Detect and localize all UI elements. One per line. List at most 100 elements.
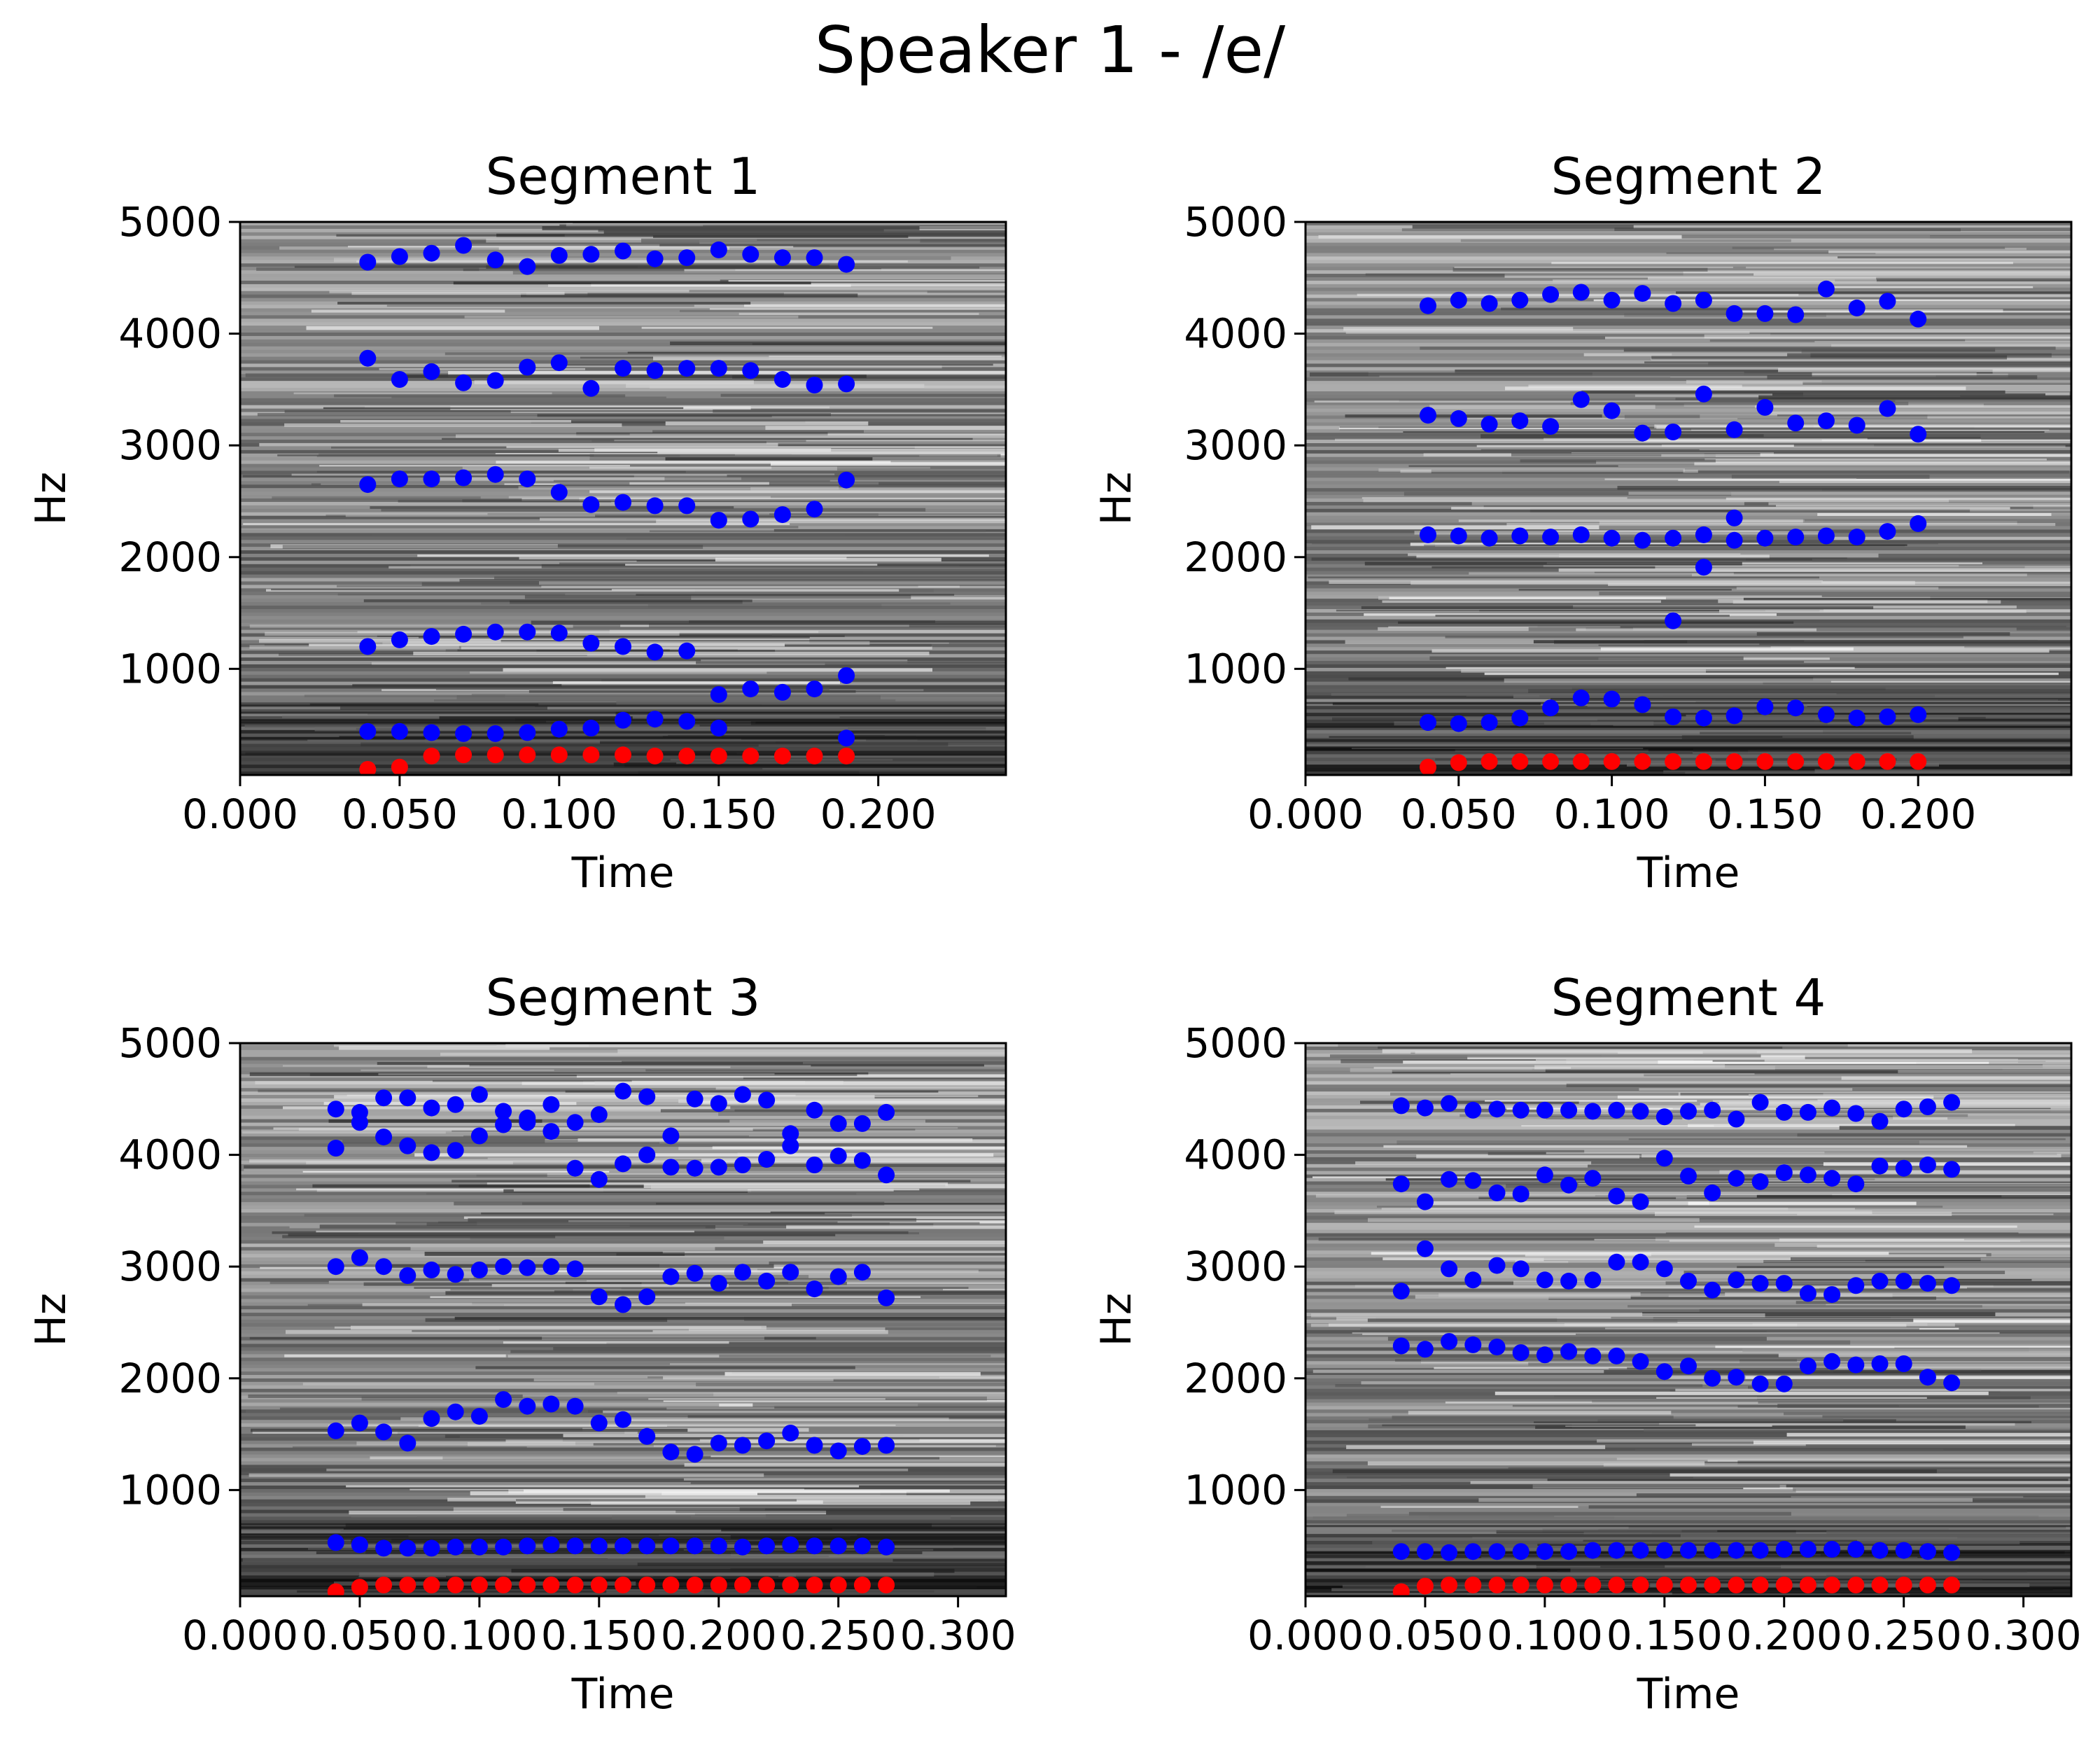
formant-point — [734, 1539, 751, 1556]
formant-point — [1823, 1170, 1840, 1187]
spectrogram-background — [1306, 1043, 2100, 1597]
formant-point — [487, 372, 504, 389]
formant-point — [1943, 1544, 1960, 1561]
x-tick-label: 0.100 — [501, 790, 617, 838]
pitch-point — [1823, 1577, 1840, 1593]
pitch-point — [1879, 753, 1896, 770]
formant-point — [1656, 1150, 1673, 1166]
formant-point — [1910, 426, 1926, 442]
formant-point — [774, 371, 791, 388]
x-tick-label: 0.150 — [661, 790, 777, 838]
formant-point — [1847, 1105, 1864, 1122]
formant-point — [1919, 1098, 1936, 1115]
formant-point — [1695, 292, 1712, 309]
formant-point — [710, 720, 727, 736]
pitch-point — [1756, 753, 1773, 770]
formant-point — [806, 501, 823, 517]
formant-point — [662, 1159, 679, 1175]
formant-point — [678, 360, 695, 377]
pitch-point — [582, 746, 599, 763]
formant-point — [1604, 403, 1620, 419]
formant-point — [375, 1539, 392, 1556]
formant-point — [806, 377, 823, 393]
pitch-point — [1695, 753, 1712, 770]
pitch-point — [1450, 754, 1467, 771]
formant-point — [1420, 407, 1436, 424]
formant-point — [328, 1534, 344, 1551]
formant-point — [1632, 1353, 1649, 1370]
formant-point — [487, 725, 504, 742]
formant-point — [471, 1408, 488, 1425]
pitch-point — [854, 1577, 871, 1593]
pitch-point — [806, 748, 823, 764]
formant-point — [615, 1297, 631, 1313]
formant-point — [1872, 1158, 1889, 1175]
formant-point — [447, 1539, 464, 1556]
pitch-point — [1573, 753, 1590, 770]
formant-point — [582, 496, 599, 513]
x-tick-label: 0.250 — [780, 1612, 897, 1659]
formant-point — [1665, 295, 1681, 312]
subplot-title: Segment 4 — [1551, 968, 1826, 1027]
formant-point — [710, 1095, 727, 1112]
formant-point — [1417, 1341, 1434, 1357]
formant-point — [1726, 532, 1743, 549]
formant-point — [1943, 1094, 1960, 1111]
formant-point — [551, 624, 568, 641]
formant-point — [1787, 529, 1804, 545]
formant-point — [1872, 1542, 1889, 1559]
formant-point — [1879, 523, 1896, 540]
y-tick-label: 2000 — [1184, 1355, 1287, 1402]
formant-point — [1417, 1194, 1434, 1210]
formant-point — [567, 1114, 584, 1131]
pitch-point — [1680, 1577, 1697, 1593]
x-tick-label: 0.250 — [1846, 1612, 1962, 1659]
formant-point — [1536, 1166, 1553, 1183]
pitch-point — [1818, 753, 1835, 770]
spectrogram-background — [240, 1043, 1385, 1597]
formant-point — [591, 1171, 608, 1188]
formant-point — [1634, 425, 1651, 442]
pitch-point — [1847, 1577, 1864, 1593]
formant-point — [519, 258, 536, 275]
formant-point — [1896, 1355, 1912, 1372]
formant-point — [1511, 710, 1528, 727]
y-tick-label: 4000 — [118, 310, 222, 358]
formant-point — [615, 1155, 631, 1172]
formant-point — [519, 1537, 536, 1554]
pitch-point — [838, 748, 855, 764]
formant-point — [687, 1091, 704, 1108]
formant-point — [351, 1104, 368, 1121]
formant-point — [1787, 699, 1804, 716]
formant-point — [1776, 1104, 1793, 1121]
formant-point — [1573, 284, 1590, 301]
formant-point — [1393, 1097, 1410, 1114]
formant-point — [1695, 710, 1712, 727]
pitch-point — [1584, 1577, 1601, 1593]
formant-point — [1896, 1273, 1912, 1290]
formant-point — [1441, 1171, 1457, 1188]
formant-point — [487, 251, 504, 268]
formant-point — [1393, 1283, 1410, 1299]
formant-point — [806, 680, 823, 697]
formant-point — [519, 1398, 536, 1415]
formant-point — [424, 724, 440, 741]
formant-point — [854, 1115, 871, 1132]
pitch-point — [1481, 753, 1498, 770]
formant-point — [1818, 528, 1835, 545]
y-tick-label: 2000 — [118, 1355, 222, 1402]
formant-point — [1756, 399, 1773, 416]
formant-point — [615, 638, 631, 655]
pitch-point — [806, 1577, 823, 1593]
formant-point — [391, 631, 408, 648]
formant-point — [662, 1537, 679, 1554]
formant-point — [1511, 528, 1528, 545]
formant-point — [1800, 1285, 1816, 1302]
formant-point — [424, 628, 440, 645]
pitch-point — [567, 1577, 584, 1593]
x-tick-label: 0.100 — [1554, 790, 1670, 838]
pitch-point — [1632, 1577, 1649, 1593]
